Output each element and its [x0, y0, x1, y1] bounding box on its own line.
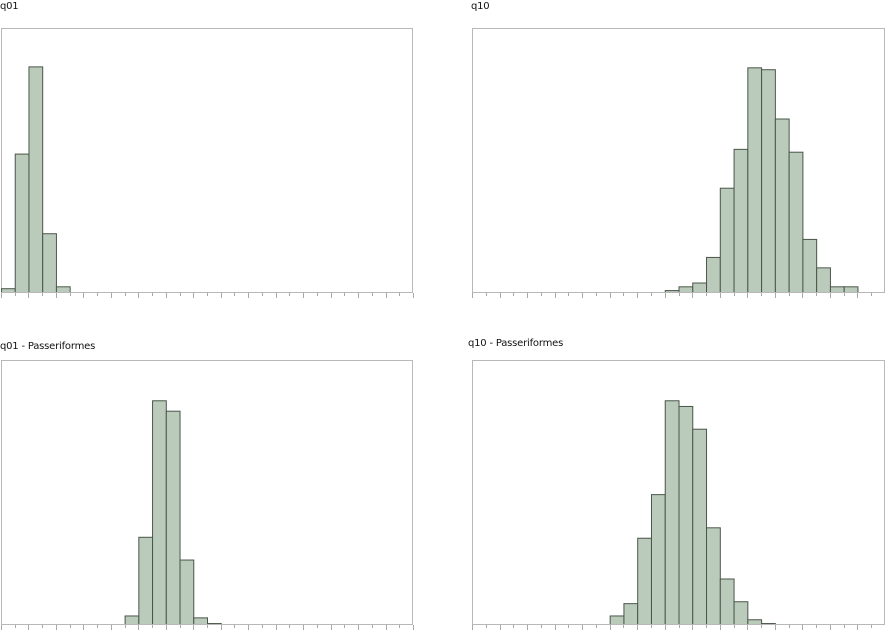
histogram-bar-q01-passeriformes [138, 536, 154, 625]
histogram-bar-q10 [788, 151, 804, 293]
histogram-bar-q10 [774, 118, 790, 293]
histogram-bar-q10 [761, 69, 776, 293]
histogram-bar-q01 [42, 233, 57, 293]
histogram-bar-q01 [28, 66, 44, 293]
panel-title-q10-passeriformes: q10 - Passeriformes [468, 338, 564, 349]
histogram-bar-q10-passeriformes [678, 405, 694, 625]
histogram-bar-q01 [55, 286, 71, 294]
histogram-bar-q10 [802, 238, 818, 294]
histogram-bar-q01-passeriformes [179, 559, 195, 626]
histogram-bar-q10-passeriformes [650, 494, 666, 625]
histogram-bar-q01-passeriformes [193, 617, 208, 626]
histogram-bar-q10-passeriformes [664, 400, 680, 625]
histogram-bar-q10-passeriformes [747, 619, 763, 626]
histogram-bar-q10 [719, 187, 735, 293]
plot-frame-q01-passeriformes [1, 360, 413, 625]
histogram-bar-q10 [747, 67, 763, 293]
panel-title-q01-passeriformes: q01 - Passeriformes [0, 341, 96, 352]
histogram-bar-q10-passeriformes [623, 603, 639, 625]
plot-frame-q01 [1, 28, 413, 293]
histogram-bar-q10 [816, 267, 831, 293]
histogram-bar-q10 [733, 148, 749, 293]
histogram-bar-q10-passeriformes [706, 527, 721, 626]
histogram-bar-q10 [706, 256, 721, 294]
histogram-bar-q01 [1, 288, 16, 294]
plot-frame-q10 [472, 28, 885, 293]
histogram-bar-q01-passeriformes [152, 400, 167, 625]
histogram-bar-q10 [678, 286, 694, 294]
histogram-bar-q10-passeriformes [637, 537, 652, 625]
histogram-bar-q10-passeriformes [719, 578, 735, 625]
histogram-bar-q10 [843, 286, 859, 294]
histogram-bar-q01 [14, 153, 30, 293]
histogram-bar-q10 [829, 286, 845, 294]
histogram-bar-q10-passeriformes [609, 615, 625, 626]
histogram-bar-q10-passeriformes [733, 601, 749, 625]
histogram-bar-q10 [692, 282, 708, 293]
panel-title-q10: q10 [471, 1, 490, 12]
histogram-bar-q10-passeriformes [692, 428, 708, 625]
histogram-bar-q01-passeriformes [165, 410, 181, 626]
histogram-bar-q01-passeriformes [124, 615, 140, 626]
panel-title-q01: q01 [0, 1, 19, 12]
